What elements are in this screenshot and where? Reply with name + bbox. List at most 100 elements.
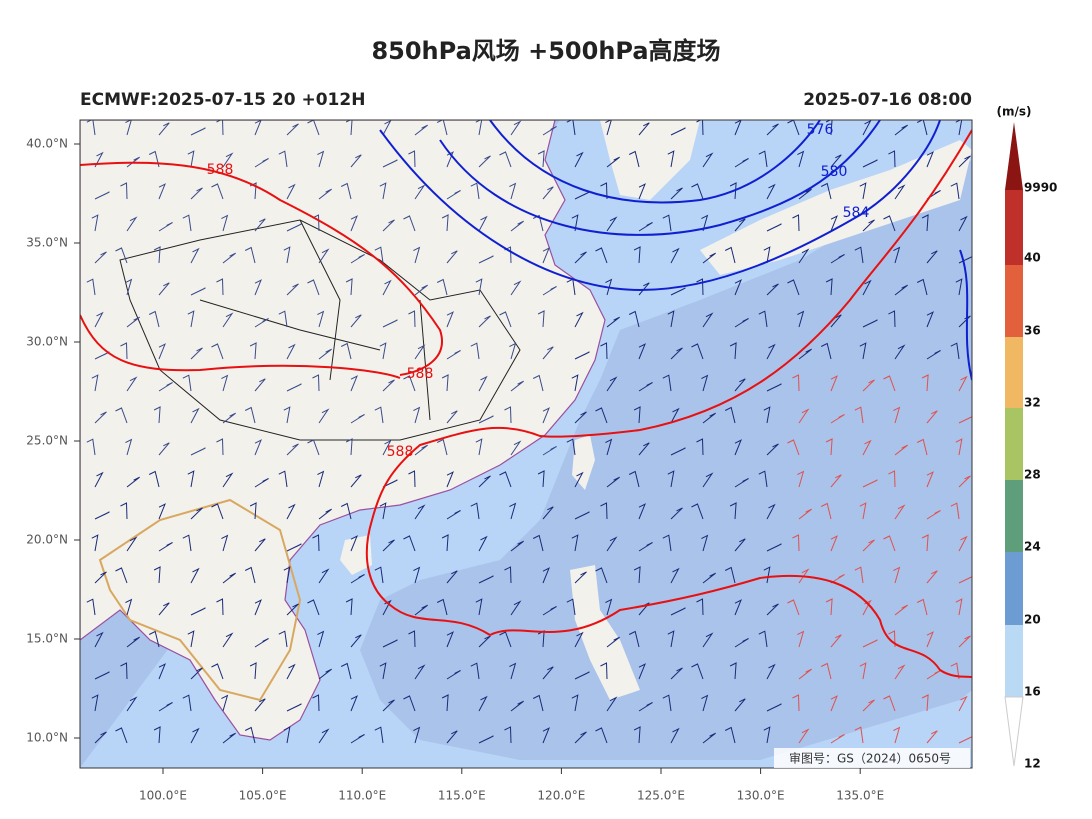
- wind-barb: [542, 567, 550, 584]
- wind-barb: [798, 568, 810, 584]
- wind-barb: [350, 535, 358, 552]
- wind-barb: [94, 351, 110, 360]
- wind-barb: [958, 635, 971, 648]
- wind-barb: [792, 214, 800, 232]
- wind-barb: [571, 214, 579, 232]
- wind-barb: [820, 502, 832, 520]
- wind-barb: [667, 470, 675, 488]
- wind-barb: [510, 600, 522, 616]
- wind-barb: [350, 215, 358, 232]
- wind-barb: [859, 502, 867, 520]
- wind-barb: [414, 344, 426, 360]
- wind-barb: [158, 542, 173, 552]
- wind-barb: [510, 220, 524, 232]
- wind-barb: [820, 342, 832, 360]
- wind-barb: [125, 120, 132, 136]
- wind-barb: [249, 502, 257, 520]
- wind-barb: [125, 278, 133, 296]
- wind-barb: [374, 406, 384, 424]
- wind-barb: [600, 342, 608, 360]
- philippines: [570, 565, 640, 700]
- wind-barb: [441, 694, 449, 712]
- wind-barb: [286, 123, 299, 136]
- wind-barb: [701, 694, 709, 712]
- wind-barb: [691, 343, 704, 360]
- wind-barb: [286, 703, 302, 712]
- wind-barb: [862, 699, 875, 712]
- wind-barb: [254, 378, 266, 392]
- wind-barb: [766, 443, 779, 456]
- wind-barb: [478, 155, 491, 168]
- wind-barb: [126, 316, 140, 328]
- colorbar-unit: (m/s): [997, 105, 1032, 119]
- wind-barb: [403, 215, 416, 232]
- wind-barb: [382, 539, 395, 552]
- wind-barb: [158, 442, 170, 456]
- lat-tick-label: 20.0°N: [26, 533, 68, 547]
- wind-barb: [345, 598, 353, 616]
- wind-barb: [414, 604, 428, 616]
- colorbar-label: 36: [1024, 324, 1041, 338]
- wind-barb: [475, 278, 483, 296]
- wind-barb: [126, 536, 138, 552]
- wind-barb: [862, 539, 875, 552]
- wind-barb: [504, 726, 512, 744]
- wind-barb: [926, 410, 938, 424]
- review-number: 审图号：GS（2024）0650号: [789, 751, 951, 766]
- wind-barb: [187, 150, 195, 168]
- wind-barb: [307, 120, 320, 136]
- wind-barb: [893, 726, 901, 744]
- wind-barb: [312, 694, 320, 712]
- lon-tick-label: 110.0°E: [338, 789, 386, 803]
- wind-barb: [91, 534, 99, 552]
- wind-barb: [670, 287, 686, 296]
- wind-barb: [254, 698, 266, 712]
- wind-barb: [436, 438, 448, 456]
- wind-barb: [950, 502, 960, 520]
- wind-barb: [216, 598, 224, 616]
- wind-barb: [446, 730, 458, 744]
- wind-barb: [638, 122, 650, 136]
- wind-barb: [379, 182, 387, 200]
- wind-barb: [766, 703, 782, 712]
- wind-barb: [126, 216, 138, 232]
- wind-barb: [278, 470, 288, 488]
- wind-barb: [182, 534, 192, 552]
- wind-barb: [916, 278, 928, 296]
- wind-barb: [792, 694, 800, 712]
- wind-barb: [94, 411, 107, 424]
- wind-barb: [670, 567, 680, 584]
- wind-barb: [883, 215, 896, 232]
- wind-barb: [670, 127, 686, 136]
- wind-barb: [94, 511, 110, 520]
- wind-barb: [633, 406, 641, 424]
- wind-barb: [862, 639, 878, 648]
- wind-barb: [115, 247, 128, 264]
- lat-tick-label: 40.0°N: [26, 137, 68, 151]
- wind-barb: [222, 252, 236, 264]
- lon-tick-label: 135.0°E: [836, 789, 884, 803]
- wind-barb: [830, 734, 845, 744]
- wind-barb: [859, 342, 867, 360]
- wind-barb: [797, 470, 805, 488]
- wind-barb: [638, 222, 653, 232]
- wind-barb: [606, 216, 618, 232]
- wind-barb: [605, 598, 613, 616]
- wind-barb: [862, 379, 875, 392]
- wind-barb: [542, 346, 554, 360]
- wind-barb: [318, 568, 330, 584]
- wind-barb: [600, 182, 608, 200]
- wind-barb: [190, 407, 200, 424]
- lon-tick-label: 120.0°E: [537, 789, 585, 803]
- wind-barb: [638, 442, 650, 456]
- wind-barb: [115, 727, 128, 744]
- wind-barb: [254, 638, 269, 648]
- wind-barb: [825, 438, 833, 456]
- lon-tick-label: 130.0°E: [737, 789, 785, 803]
- wind-barb: [414, 504, 426, 520]
- wind-barb: [499, 151, 512, 168]
- lon-tick-label: 100.0°E: [139, 789, 187, 803]
- wind-barb: [436, 278, 448, 296]
- wind-barb: [158, 602, 170, 616]
- wind-barb: [724, 406, 736, 424]
